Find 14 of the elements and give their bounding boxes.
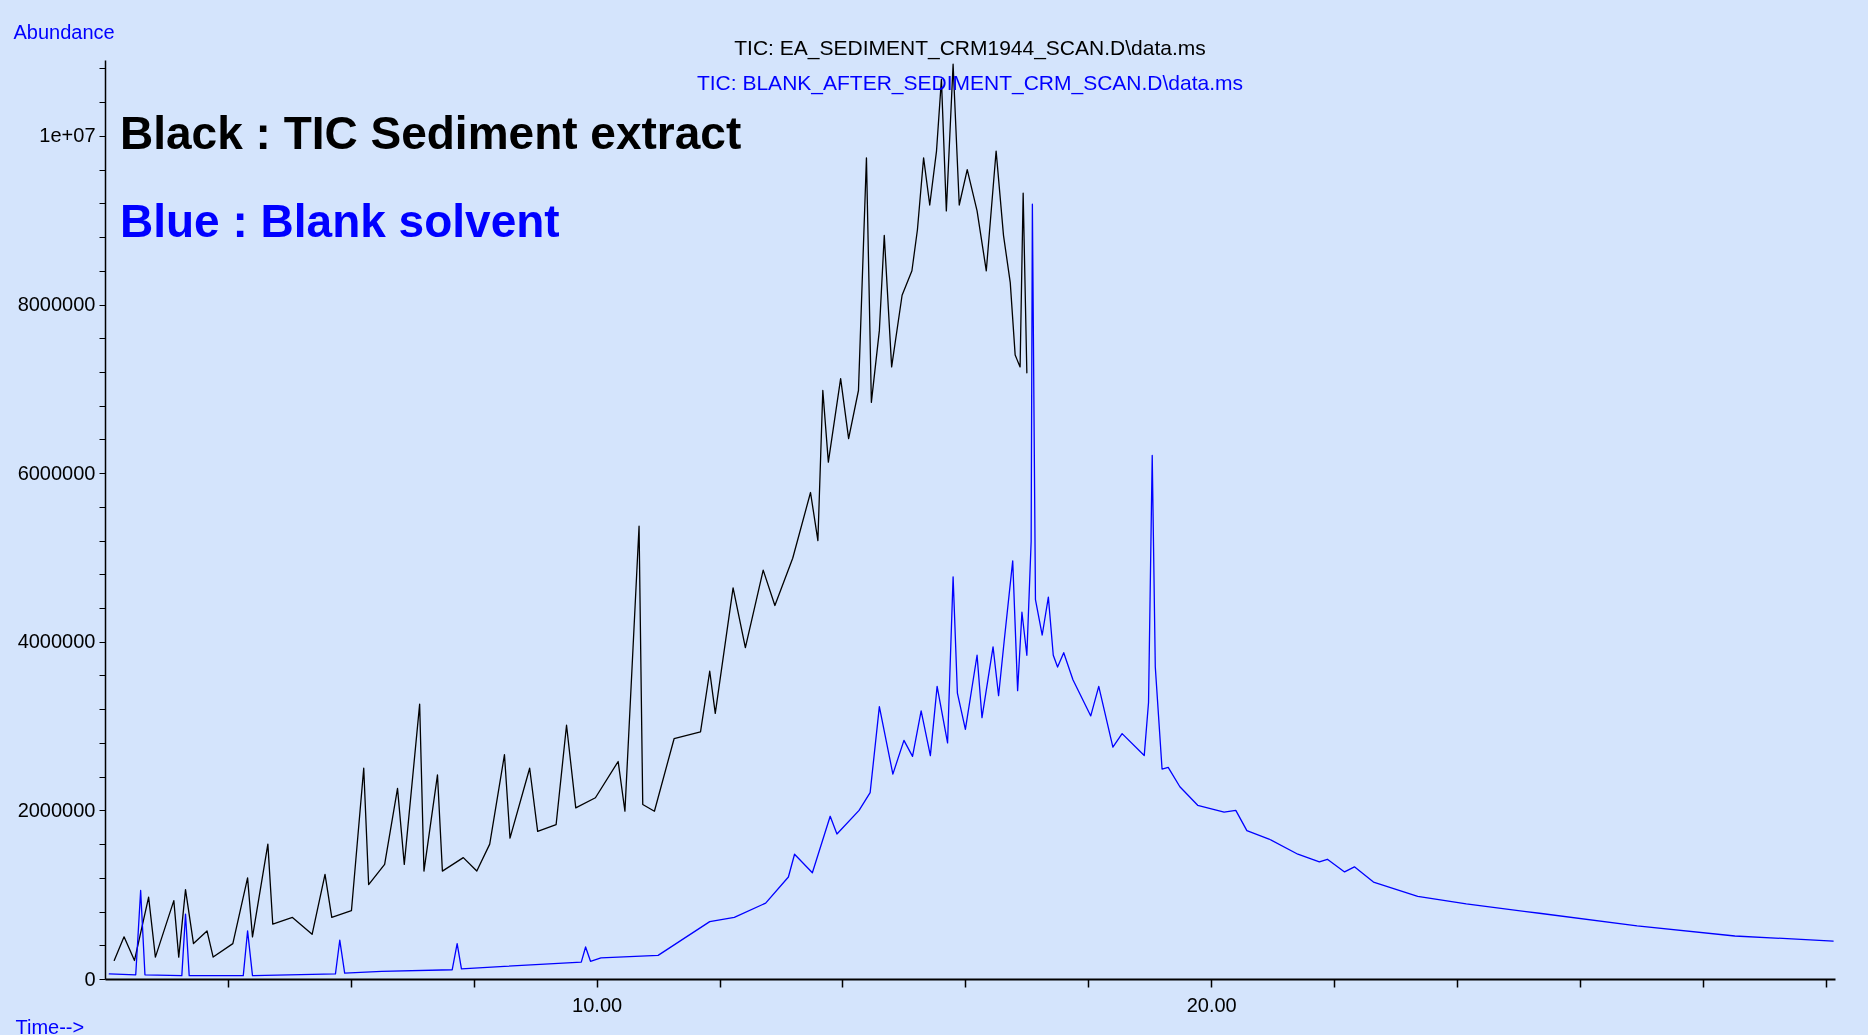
chart-title: TIC: EA_SEDIMENT_CRM1944_SCAN.D\data.ms [734, 36, 1206, 60]
y-tick-label: 2000000 [17, 798, 96, 821]
y-axis-title: Abundance [13, 20, 115, 43]
y-tick-label: 1e+07 [39, 124, 96, 147]
y-tick-label: 8000000 [17, 293, 96, 315]
text: Blue : Blank solvent [120, 195, 560, 247]
x-tick-label: 10.00 [572, 993, 623, 1016]
y-tick-label: 6000000 [17, 461, 96, 484]
x-tick-label: 20.00 [1186, 993, 1237, 1016]
y-tick-label: 0 [84, 967, 96, 990]
line-series [108, 203, 1834, 977]
text: Black : TIC Sediment extract [120, 107, 742, 159]
x-axis-title: Time--> [15, 1015, 85, 1035]
y-tick-label: 4000000 [17, 630, 96, 653]
